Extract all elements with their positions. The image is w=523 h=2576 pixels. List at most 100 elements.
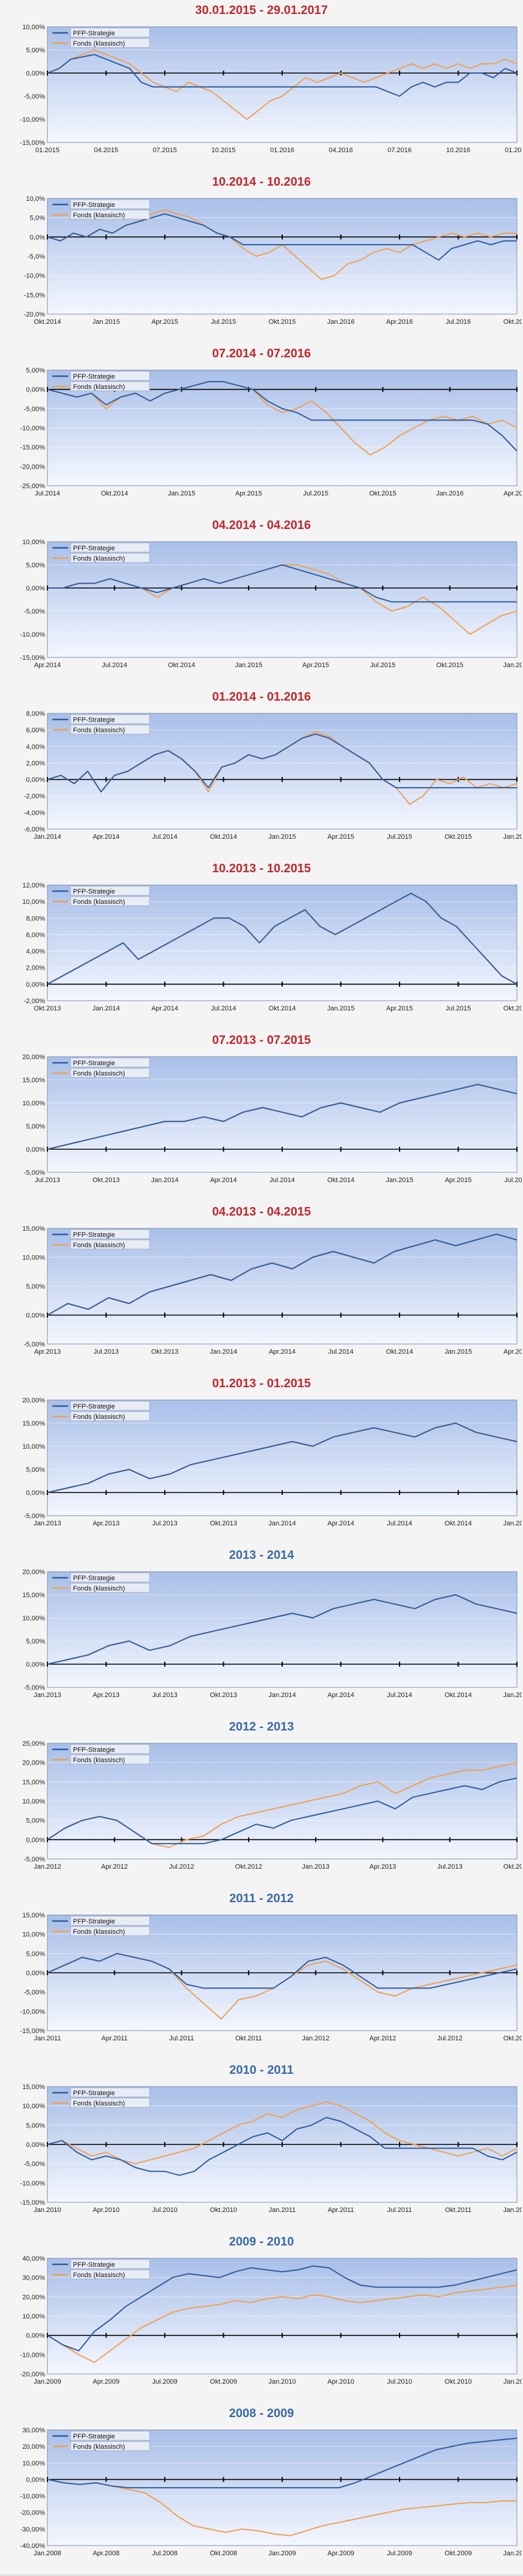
x-tick-label: Okt.2013	[210, 1692, 237, 1699]
y-tick-label: -10,00%	[20, 631, 45, 639]
x-tick-label: Jul.2015	[303, 490, 328, 497]
chart-title: 01.2013 - 01.2015	[212, 1377, 311, 1390]
legend-label: Fonds (klassisch)	[73, 898, 125, 906]
y-tick-label: 20,00%	[23, 1569, 46, 1576]
series-line-strategy	[47, 1083, 518, 1150]
chart-panel: 10.2013 - 10.2015 12,00% 10,00% 8,00% 6,00% 4…	[0, 858, 523, 1031]
x-tick-label: Jul.2009	[152, 2378, 178, 2385]
y-tick-label: 15,00%	[23, 1077, 46, 1084]
series-line-fund	[47, 2284, 518, 2363]
y-tick-label: 0,00%	[26, 777, 45, 784]
y-tick-label: 12,00%	[23, 882, 46, 889]
y-tick-label: 0,00%	[26, 1312, 45, 1320]
series-line-strategy	[47, 2265, 518, 2351]
y-tick-label: -20,00%	[20, 2371, 45, 2378]
line-chart: 8,00% 6,00% 4,00% 2,00% 0,00% -2,00% -4,00% -6,…	[24, 710, 522, 841]
legend: PFP-Strategie Fonds (klassisch)	[52, 199, 150, 220]
legend: PFP-Strategie Fonds (klassisch)	[52, 542, 150, 563]
legend-box	[70, 886, 150, 896]
legend-label: PFP-Strategie	[73, 1403, 115, 1410]
y-tick-label: 30,00%	[23, 2427, 46, 2434]
legend-box	[70, 896, 150, 906]
legend-label: Fonds (klassisch)	[73, 212, 125, 219]
x-tick-label: Apr.2010	[327, 2378, 354, 2385]
legend-box	[70, 714, 150, 724]
y-tick-label: -15,00%	[20, 2199, 45, 2207]
x-tick-label: Jan.2015	[92, 318, 120, 326]
legend-label: Fonds (klassisch)	[73, 2100, 125, 2107]
x-tick-label: Okt.2013	[210, 1520, 237, 1527]
y-tick-label: 10,00%	[23, 1615, 46, 1622]
x-tick-label: Okt.2011	[235, 2035, 262, 2042]
x-tick-label: Jul.2009	[387, 2550, 412, 2557]
legend-label: PFP-Strategie	[73, 1918, 115, 1925]
line-chart: 15,00% 10,00% 5,00% 0,00% -5,00% -10,00% -15,0…	[20, 2084, 522, 2214]
x-tick-label: Okt.2014	[101, 490, 128, 497]
legend-box	[70, 2259, 150, 2269]
legend-box	[70, 2098, 150, 2108]
legend-box	[70, 1583, 150, 1593]
x-tick-label: Jul.2012	[169, 1863, 195, 1871]
legend-label: PFP-Strategie	[73, 1746, 115, 1754]
series-line-fund	[47, 2101, 518, 2165]
chart-panel: 07.2013 - 07.2015 20,00% 15,00% 10,00% 5,00%…	[0, 1030, 523, 1202]
line-chart: 10,00%5,00%0,00%-5,00%-10,00%-15,00%Apr.…	[20, 539, 522, 669]
x-tick-label: Apr.2015	[151, 318, 178, 326]
x-tick-label: 10.2016	[446, 147, 471, 154]
series-line-strategy	[47, 564, 517, 603]
x-tick-label: Okt.2016	[504, 318, 522, 326]
y-tick-label: -10,00%	[20, 2180, 45, 2187]
y-tick-label: 15,00%	[23, 2084, 46, 2091]
x-tick-label: Okt.2013	[92, 1177, 120, 1184]
x-tick-label: Apr.2014	[269, 1348, 296, 1356]
x-tick-label: Jul.2011	[387, 2207, 412, 2214]
y-tick-label: 5,00%	[26, 1638, 45, 1645]
series-line-strategy	[47, 733, 517, 793]
legend: PFP-Strategie Fonds (klassisch)	[52, 1401, 150, 1421]
legend-box	[70, 1411, 150, 1421]
x-tick-label: Apr.2013	[92, 1692, 119, 1699]
line-chart: 30,00% 20,00% 10,00% 0,00% -10,00% -20,00% -30…	[20, 2427, 522, 2557]
x-tick-label: Okt.2009	[210, 2378, 237, 2385]
legend-label: PFP-Strategie	[73, 888, 115, 895]
x-tick-label: Jul.2013	[437, 1863, 463, 1871]
x-tick-label: Apr.2015	[235, 490, 262, 497]
x-tick-label: 01.2015	[35, 147, 60, 154]
x-tick-label: 01.2016	[270, 147, 294, 154]
x-tick-label: Jan.2015	[386, 1177, 413, 1184]
y-tick-label: -10,00%	[20, 2351, 45, 2359]
legend-label: Fonds (klassisch)	[73, 40, 125, 47]
legend: PFP-Strategie Fonds (klassisch)	[52, 2087, 150, 2108]
chart-panel: 2013 - 2014 20,00% 15,00% 10,00% 5,00% 0,00% -…	[0, 1545, 523, 1717]
y-tick-label: 20,00%	[23, 1760, 46, 1767]
y-tick-label: 0,00%	[26, 2141, 45, 2149]
x-tick-label: Jan.2015	[445, 1348, 472, 1356]
x-tick-label: 10.2015	[212, 147, 236, 154]
legend-box	[70, 2441, 150, 2451]
chart-panel: 30.01.2015 - 29.01.2017 10,00% 5,00% 0,00% -…	[0, 0, 523, 172]
x-tick-label: Okt.2014	[168, 662, 195, 669]
legend: PFP-Strategie Fonds (klassisch)	[52, 1057, 150, 1078]
y-tick-label: 5,00%	[26, 2122, 45, 2129]
chart-title: 01.2014 - 01.2016	[212, 690, 311, 704]
x-tick-label: Jan.2013	[33, 1692, 61, 1699]
x-tick-label: Jul.2014	[328, 1348, 354, 1356]
y-tick-label: -10,00%	[20, 2008, 45, 2015]
x-tick-label: Okt.2014	[445, 1692, 472, 1699]
y-tick-label: -25,00%	[20, 483, 45, 490]
legend: PFP-Strategie Fonds (klassisch)	[52, 371, 150, 391]
series-line-strategy	[47, 2116, 518, 2176]
y-tick-label: 10,00%	[23, 539, 46, 546]
x-tick-label: Okt.2015	[504, 1005, 522, 1012]
chart-panel: 01.2013 - 01.2015 20,00% 15,00% 10,00% 5,00%…	[0, 1373, 523, 1545]
y-tick-label: 0,00%	[26, 1836, 45, 1844]
y-tick-label: -15,00%	[20, 139, 45, 147]
chart-panel: 10.2014 - 10.2016 10,0% 5,0% 0,0% -5,0% -10,0…	[0, 172, 523, 344]
x-tick-label: Jan.2010	[503, 2550, 522, 2557]
legend: PFP-Strategie Fonds (klassisch)	[52, 714, 150, 735]
x-tick-label: Jan.2013	[302, 1863, 330, 1871]
x-tick-label: Okt.2014	[210, 833, 237, 841]
chart-panel: 2009 - 2010 40,00% 30,00% 20,00% 10,00% 0,00%…	[0, 2231, 523, 2404]
y-tick-label: 5,00%	[26, 1283, 45, 1290]
legend-label: Fonds (klassisch)	[73, 1242, 125, 1249]
